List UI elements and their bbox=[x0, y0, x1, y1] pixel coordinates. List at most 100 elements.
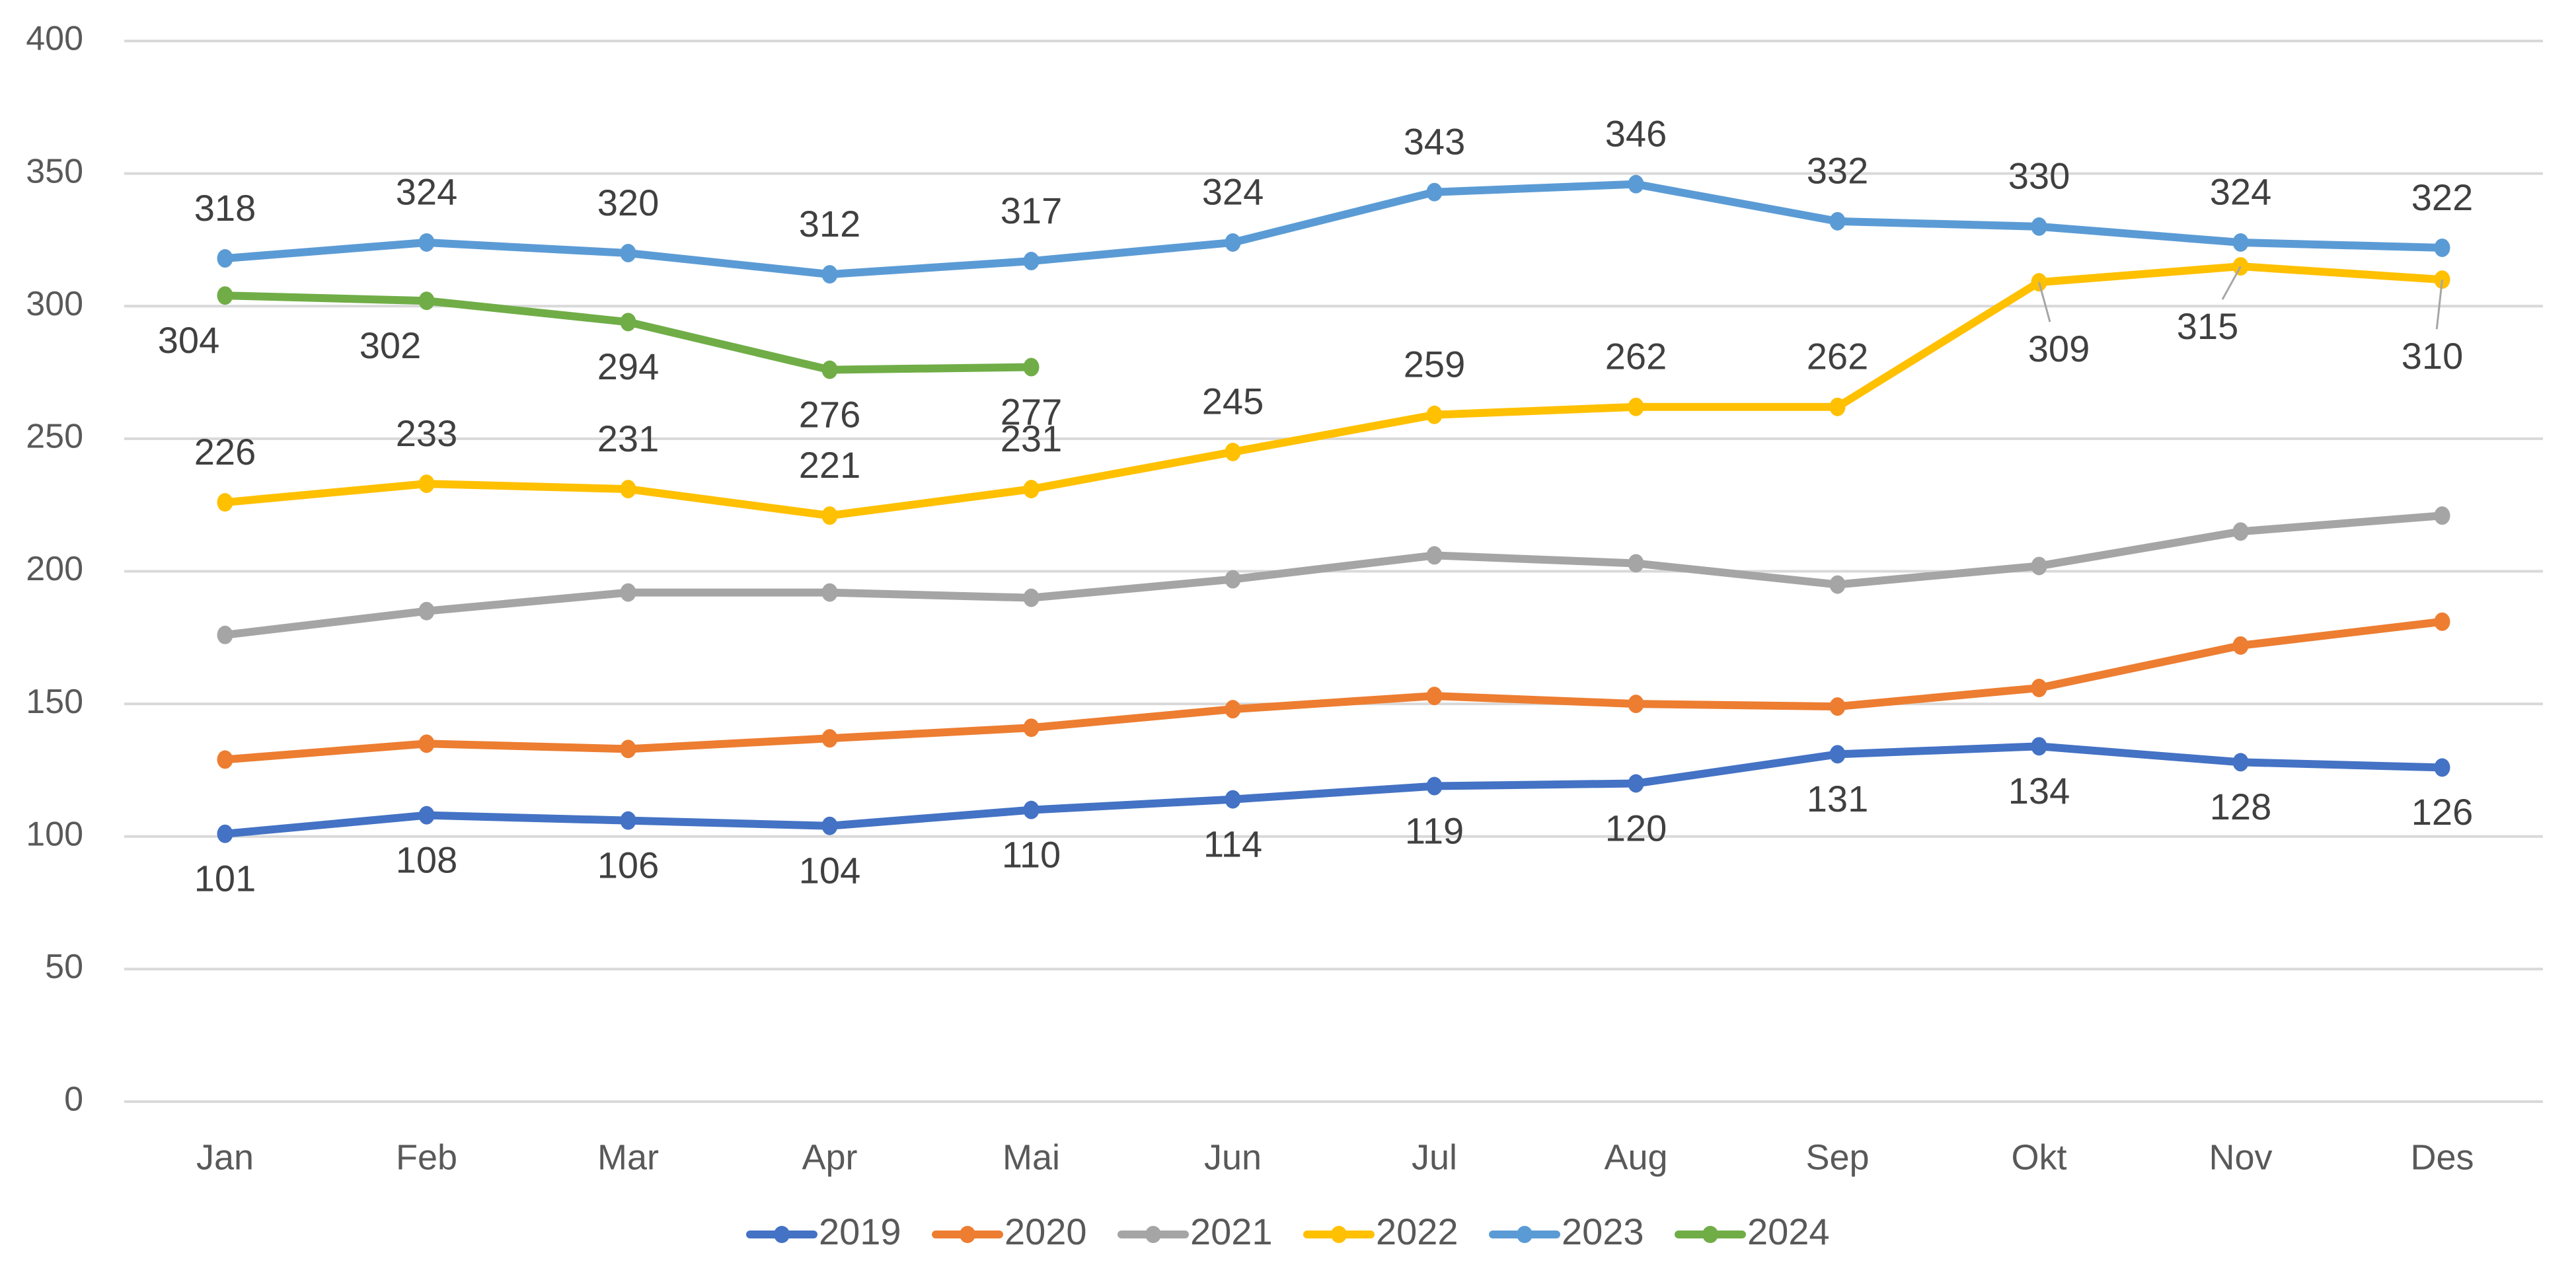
data-label: 294 bbox=[597, 346, 659, 387]
data-point bbox=[2232, 233, 2249, 252]
legend-dot-icon bbox=[774, 1226, 790, 1243]
data-point bbox=[418, 734, 435, 753]
data-point bbox=[1225, 570, 1241, 589]
data-point bbox=[217, 625, 233, 644]
data-point bbox=[1426, 777, 1443, 796]
data-point bbox=[1829, 575, 1846, 594]
x-axis-tick-labels: Jan Feb Mar Apr Mai Jun Jul Aug Sep Okt Nov Des bbox=[196, 1137, 2474, 1177]
x-tick-label: Sep bbox=[1805, 1137, 1869, 1177]
y-tick-label: 150 bbox=[26, 683, 83, 721]
legend-item-2022[interactable]: 2022 bbox=[1303, 1211, 1458, 1252]
x-tick-label: Jan bbox=[196, 1137, 254, 1177]
data-label: 231 bbox=[597, 418, 659, 459]
y-axis-tick-labels: 0 50 100 150 200 250 300 350 400 bbox=[26, 20, 83, 1119]
data-point bbox=[217, 286, 233, 305]
data-point bbox=[2434, 506, 2450, 525]
data-point bbox=[1225, 700, 1241, 719]
legend-item-2021[interactable]: 2021 bbox=[1118, 1211, 1273, 1252]
data-point bbox=[418, 233, 435, 252]
data-point bbox=[217, 750, 233, 769]
data-point bbox=[821, 265, 838, 284]
data-point bbox=[418, 806, 435, 825]
data-point bbox=[620, 739, 636, 759]
legend-item-2019[interactable]: 2019 bbox=[746, 1211, 901, 1252]
data-label: 108 bbox=[396, 839, 457, 880]
data-label: 131 bbox=[1807, 778, 1868, 819]
x-tick-label: Jul bbox=[1412, 1137, 1457, 1177]
data-point bbox=[1225, 790, 1241, 809]
data-label: 128 bbox=[2210, 786, 2271, 827]
x-tick-label: Apr bbox=[802, 1137, 857, 1177]
legend-dot-icon bbox=[1331, 1226, 1347, 1243]
data-point bbox=[1023, 358, 1040, 377]
data-label: 310 bbox=[2402, 335, 2463, 377]
data-point bbox=[1023, 480, 1040, 499]
data-point bbox=[821, 729, 838, 748]
data-point bbox=[1829, 211, 1846, 231]
data-point bbox=[217, 493, 233, 512]
legend-dot-icon bbox=[960, 1226, 975, 1243]
legend-dot-icon bbox=[1517, 1226, 1533, 1243]
legend-item-2020[interactable]: 2020 bbox=[932, 1211, 1087, 1252]
data-label: 120 bbox=[1605, 807, 1667, 849]
series-line bbox=[221, 180, 2446, 279]
series-2019 bbox=[217, 737, 2450, 843]
y-tick-label: 350 bbox=[26, 152, 83, 190]
y-tick-label: 400 bbox=[26, 20, 83, 58]
x-tick-label: Aug bbox=[1604, 1137, 1667, 1177]
data-label: 106 bbox=[597, 844, 659, 886]
series-line bbox=[221, 742, 2446, 838]
data-point bbox=[2232, 522, 2249, 541]
data-point bbox=[821, 506, 838, 525]
data-label: 324 bbox=[1202, 171, 1264, 213]
leader-line bbox=[2435, 279, 2443, 330]
legend-item-2023[interactable]: 2023 bbox=[1489, 1211, 1644, 1252]
leader-line bbox=[2221, 266, 2242, 300]
data-point bbox=[620, 583, 636, 602]
data-point bbox=[1426, 546, 1443, 565]
y-tick-label: 200 bbox=[26, 550, 83, 588]
data-point bbox=[1225, 233, 1241, 252]
data-label: 320 bbox=[597, 182, 659, 223]
data-point bbox=[1023, 252, 1040, 271]
y-tick-label: 100 bbox=[26, 815, 83, 853]
data-point bbox=[418, 291, 435, 311]
data-point bbox=[821, 360, 838, 379]
data-point bbox=[620, 244, 636, 262]
x-tick-label: Mai bbox=[1003, 1137, 1060, 1177]
data-label: 114 bbox=[1203, 823, 1262, 864]
series-2023 bbox=[217, 174, 2450, 284]
legend: 2019 2020 2021 2022 2023 2024 bbox=[746, 1211, 1830, 1252]
series-2024 bbox=[217, 286, 1040, 379]
legend-dot-icon bbox=[1145, 1226, 1161, 1243]
data-label: 317 bbox=[1001, 190, 1062, 231]
data-point bbox=[1023, 800, 1040, 819]
data-point bbox=[1628, 695, 1644, 714]
data-point bbox=[1829, 397, 1846, 416]
data-point bbox=[1023, 588, 1040, 607]
data-point bbox=[2031, 679, 2047, 698]
data-labels: 101 108 106 104 110 114 119 120 131 134 128 126 226 2… bbox=[158, 112, 2473, 899]
series-2022 bbox=[217, 257, 2450, 525]
legend-item-2024[interactable]: 2024 bbox=[1675, 1211, 1830, 1252]
series-line bbox=[221, 617, 2446, 764]
data-point bbox=[1628, 774, 1644, 793]
series-2021 bbox=[217, 506, 2450, 644]
data-label: 262 bbox=[1605, 336, 1667, 377]
legend-dot-icon bbox=[1702, 1226, 1718, 1243]
legend-label: 2023 bbox=[1562, 1211, 1644, 1252]
data-label: 309 bbox=[2028, 328, 2090, 369]
y-tick-label: 250 bbox=[26, 418, 83, 456]
data-label: 221 bbox=[799, 444, 860, 486]
data-point bbox=[1426, 182, 1443, 202]
data-label: 315 bbox=[2177, 305, 2238, 347]
data-label: 245 bbox=[1202, 381, 1264, 422]
x-tick-label: Nov bbox=[2209, 1137, 2272, 1177]
data-label: 346 bbox=[1605, 112, 1667, 154]
data-label: 233 bbox=[396, 412, 457, 454]
y-tick-label: 300 bbox=[26, 285, 83, 323]
data-point bbox=[1426, 405, 1443, 424]
data-point bbox=[2031, 737, 2047, 756]
